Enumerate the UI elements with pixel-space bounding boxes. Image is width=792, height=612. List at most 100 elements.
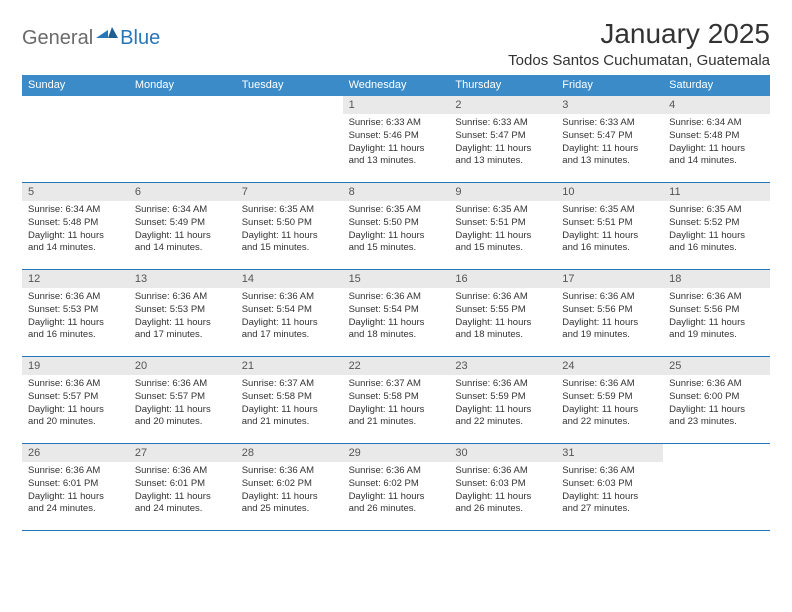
day-cell: 24Sunrise: 6:36 AMSunset: 5:59 PMDayligh… xyxy=(556,357,663,443)
day-cell: 28Sunrise: 6:36 AMSunset: 6:02 PMDayligh… xyxy=(236,444,343,530)
day-details: Sunrise: 6:36 AMSunset: 5:54 PMDaylight:… xyxy=(236,288,343,346)
weekday-header: Saturday xyxy=(663,75,770,96)
day-details: Sunrise: 6:35 AMSunset: 5:52 PMDaylight:… xyxy=(663,201,770,259)
day-cell: 6Sunrise: 6:34 AMSunset: 5:49 PMDaylight… xyxy=(129,183,236,269)
week-row: 26Sunrise: 6:36 AMSunset: 6:01 PMDayligh… xyxy=(22,444,770,531)
weekday-header: Thursday xyxy=(449,75,556,96)
page: General Blue January 2025 Todos Santos C… xyxy=(0,0,792,541)
weekday-header: Sunday xyxy=(22,75,129,96)
day-cell: 7Sunrise: 6:35 AMSunset: 5:50 PMDaylight… xyxy=(236,183,343,269)
weeks-container: 1Sunrise: 6:33 AMSunset: 5:46 PMDaylight… xyxy=(22,96,770,531)
day-number: 15 xyxy=(343,270,450,288)
day-number: 18 xyxy=(663,270,770,288)
day-details: Sunrise: 6:36 AMSunset: 5:57 PMDaylight:… xyxy=(22,375,129,433)
day-cell: 9Sunrise: 6:35 AMSunset: 5:51 PMDaylight… xyxy=(449,183,556,269)
flag-icon xyxy=(96,24,118,43)
title-block: January 2025 Todos Santos Cuchumatan, Gu… xyxy=(508,18,770,69)
day-details: Sunrise: 6:36 AMSunset: 5:53 PMDaylight:… xyxy=(22,288,129,346)
day-cell: 13Sunrise: 6:36 AMSunset: 5:53 PMDayligh… xyxy=(129,270,236,356)
day-details: Sunrise: 6:36 AMSunset: 6:03 PMDaylight:… xyxy=(556,462,663,520)
day-details: Sunrise: 6:33 AMSunset: 5:47 PMDaylight:… xyxy=(449,114,556,172)
day-number: 10 xyxy=(556,183,663,201)
day-cell: 4Sunrise: 6:34 AMSunset: 5:48 PMDaylight… xyxy=(663,96,770,182)
header: General Blue January 2025 Todos Santos C… xyxy=(22,18,770,69)
day-cell: 11Sunrise: 6:35 AMSunset: 5:52 PMDayligh… xyxy=(663,183,770,269)
day-number: 3 xyxy=(556,96,663,114)
weekday-header: Wednesday xyxy=(343,75,450,96)
day-cell: 30Sunrise: 6:36 AMSunset: 6:03 PMDayligh… xyxy=(449,444,556,530)
day-details: Sunrise: 6:35 AMSunset: 5:51 PMDaylight:… xyxy=(556,201,663,259)
week-row: 12Sunrise: 6:36 AMSunset: 5:53 PMDayligh… xyxy=(22,270,770,357)
day-number: 28 xyxy=(236,444,343,462)
day-cell: 23Sunrise: 6:36 AMSunset: 5:59 PMDayligh… xyxy=(449,357,556,443)
day-number: 1 xyxy=(343,96,450,114)
day-details: Sunrise: 6:36 AMSunset: 6:01 PMDaylight:… xyxy=(129,462,236,520)
day-details: Sunrise: 6:35 AMSunset: 5:50 PMDaylight:… xyxy=(343,201,450,259)
day-cell: 8Sunrise: 6:35 AMSunset: 5:50 PMDaylight… xyxy=(343,183,450,269)
day-cell: 2Sunrise: 6:33 AMSunset: 5:47 PMDaylight… xyxy=(449,96,556,182)
day-number: 31 xyxy=(556,444,663,462)
day-details: Sunrise: 6:37 AMSunset: 5:58 PMDaylight:… xyxy=(343,375,450,433)
day-cell xyxy=(663,444,770,530)
day-number: 9 xyxy=(449,183,556,201)
day-number: 13 xyxy=(129,270,236,288)
day-number: 24 xyxy=(556,357,663,375)
day-cell: 22Sunrise: 6:37 AMSunset: 5:58 PMDayligh… xyxy=(343,357,450,443)
day-number: 12 xyxy=(22,270,129,288)
day-number: 19 xyxy=(22,357,129,375)
day-details: Sunrise: 6:33 AMSunset: 5:46 PMDaylight:… xyxy=(343,114,450,172)
day-details: Sunrise: 6:34 AMSunset: 5:48 PMDaylight:… xyxy=(663,114,770,172)
day-details: Sunrise: 6:36 AMSunset: 5:53 PMDaylight:… xyxy=(129,288,236,346)
day-number: 4 xyxy=(663,96,770,114)
day-number: 8 xyxy=(343,183,450,201)
day-cell xyxy=(129,96,236,182)
day-number xyxy=(663,444,770,450)
week-row: 5Sunrise: 6:34 AMSunset: 5:48 PMDaylight… xyxy=(22,183,770,270)
day-details: Sunrise: 6:36 AMSunset: 6:02 PMDaylight:… xyxy=(236,462,343,520)
weekday-header-row: Sunday Monday Tuesday Wednesday Thursday… xyxy=(22,75,770,96)
day-details: Sunrise: 6:36 AMSunset: 5:57 PMDaylight:… xyxy=(129,375,236,433)
day-number xyxy=(236,96,343,102)
day-number: 2 xyxy=(449,96,556,114)
day-details: Sunrise: 6:34 AMSunset: 5:48 PMDaylight:… xyxy=(22,201,129,259)
day-number: 5 xyxy=(22,183,129,201)
day-details: Sunrise: 6:36 AMSunset: 6:00 PMDaylight:… xyxy=(663,375,770,433)
day-number: 26 xyxy=(22,444,129,462)
day-number: 29 xyxy=(343,444,450,462)
day-number xyxy=(22,96,129,102)
day-details: Sunrise: 6:36 AMSunset: 5:55 PMDaylight:… xyxy=(449,288,556,346)
day-details: Sunrise: 6:36 AMSunset: 5:59 PMDaylight:… xyxy=(449,375,556,433)
week-row: 1Sunrise: 6:33 AMSunset: 5:46 PMDaylight… xyxy=(22,96,770,183)
day-details: Sunrise: 6:33 AMSunset: 5:47 PMDaylight:… xyxy=(556,114,663,172)
day-cell: 16Sunrise: 6:36 AMSunset: 5:55 PMDayligh… xyxy=(449,270,556,356)
weekday-header: Tuesday xyxy=(236,75,343,96)
day-number: 25 xyxy=(663,357,770,375)
day-cell xyxy=(22,96,129,182)
day-cell: 25Sunrise: 6:36 AMSunset: 6:00 PMDayligh… xyxy=(663,357,770,443)
day-cell: 1Sunrise: 6:33 AMSunset: 5:46 PMDaylight… xyxy=(343,96,450,182)
day-cell: 5Sunrise: 6:34 AMSunset: 5:48 PMDaylight… xyxy=(22,183,129,269)
day-number: 7 xyxy=(236,183,343,201)
day-details: Sunrise: 6:36 AMSunset: 5:59 PMDaylight:… xyxy=(556,375,663,433)
day-number: 16 xyxy=(449,270,556,288)
location: Todos Santos Cuchumatan, Guatemala xyxy=(508,52,770,69)
day-details: Sunrise: 6:36 AMSunset: 5:54 PMDaylight:… xyxy=(343,288,450,346)
day-cell: 14Sunrise: 6:36 AMSunset: 5:54 PMDayligh… xyxy=(236,270,343,356)
brand-logo: General Blue xyxy=(22,18,160,53)
brand-general: General xyxy=(22,27,93,50)
day-details: Sunrise: 6:35 AMSunset: 5:51 PMDaylight:… xyxy=(449,201,556,259)
day-number: 22 xyxy=(343,357,450,375)
weekday-header: Monday xyxy=(129,75,236,96)
day-cell: 27Sunrise: 6:36 AMSunset: 6:01 PMDayligh… xyxy=(129,444,236,530)
day-details: Sunrise: 6:35 AMSunset: 5:50 PMDaylight:… xyxy=(236,201,343,259)
day-number: 6 xyxy=(129,183,236,201)
day-details: Sunrise: 6:34 AMSunset: 5:49 PMDaylight:… xyxy=(129,201,236,259)
calendar: Sunday Monday Tuesday Wednesday Thursday… xyxy=(22,75,770,531)
day-number: 11 xyxy=(663,183,770,201)
day-cell: 15Sunrise: 6:36 AMSunset: 5:54 PMDayligh… xyxy=(343,270,450,356)
day-cell: 17Sunrise: 6:36 AMSunset: 5:56 PMDayligh… xyxy=(556,270,663,356)
day-cell: 10Sunrise: 6:35 AMSunset: 5:51 PMDayligh… xyxy=(556,183,663,269)
brand-blue: Blue xyxy=(120,27,160,50)
day-number: 23 xyxy=(449,357,556,375)
day-details: Sunrise: 6:37 AMSunset: 5:58 PMDaylight:… xyxy=(236,375,343,433)
